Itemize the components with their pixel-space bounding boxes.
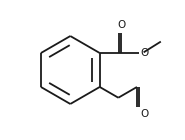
- Text: O: O: [141, 48, 149, 58]
- Text: O: O: [140, 109, 148, 119]
- Text: O: O: [117, 20, 125, 30]
